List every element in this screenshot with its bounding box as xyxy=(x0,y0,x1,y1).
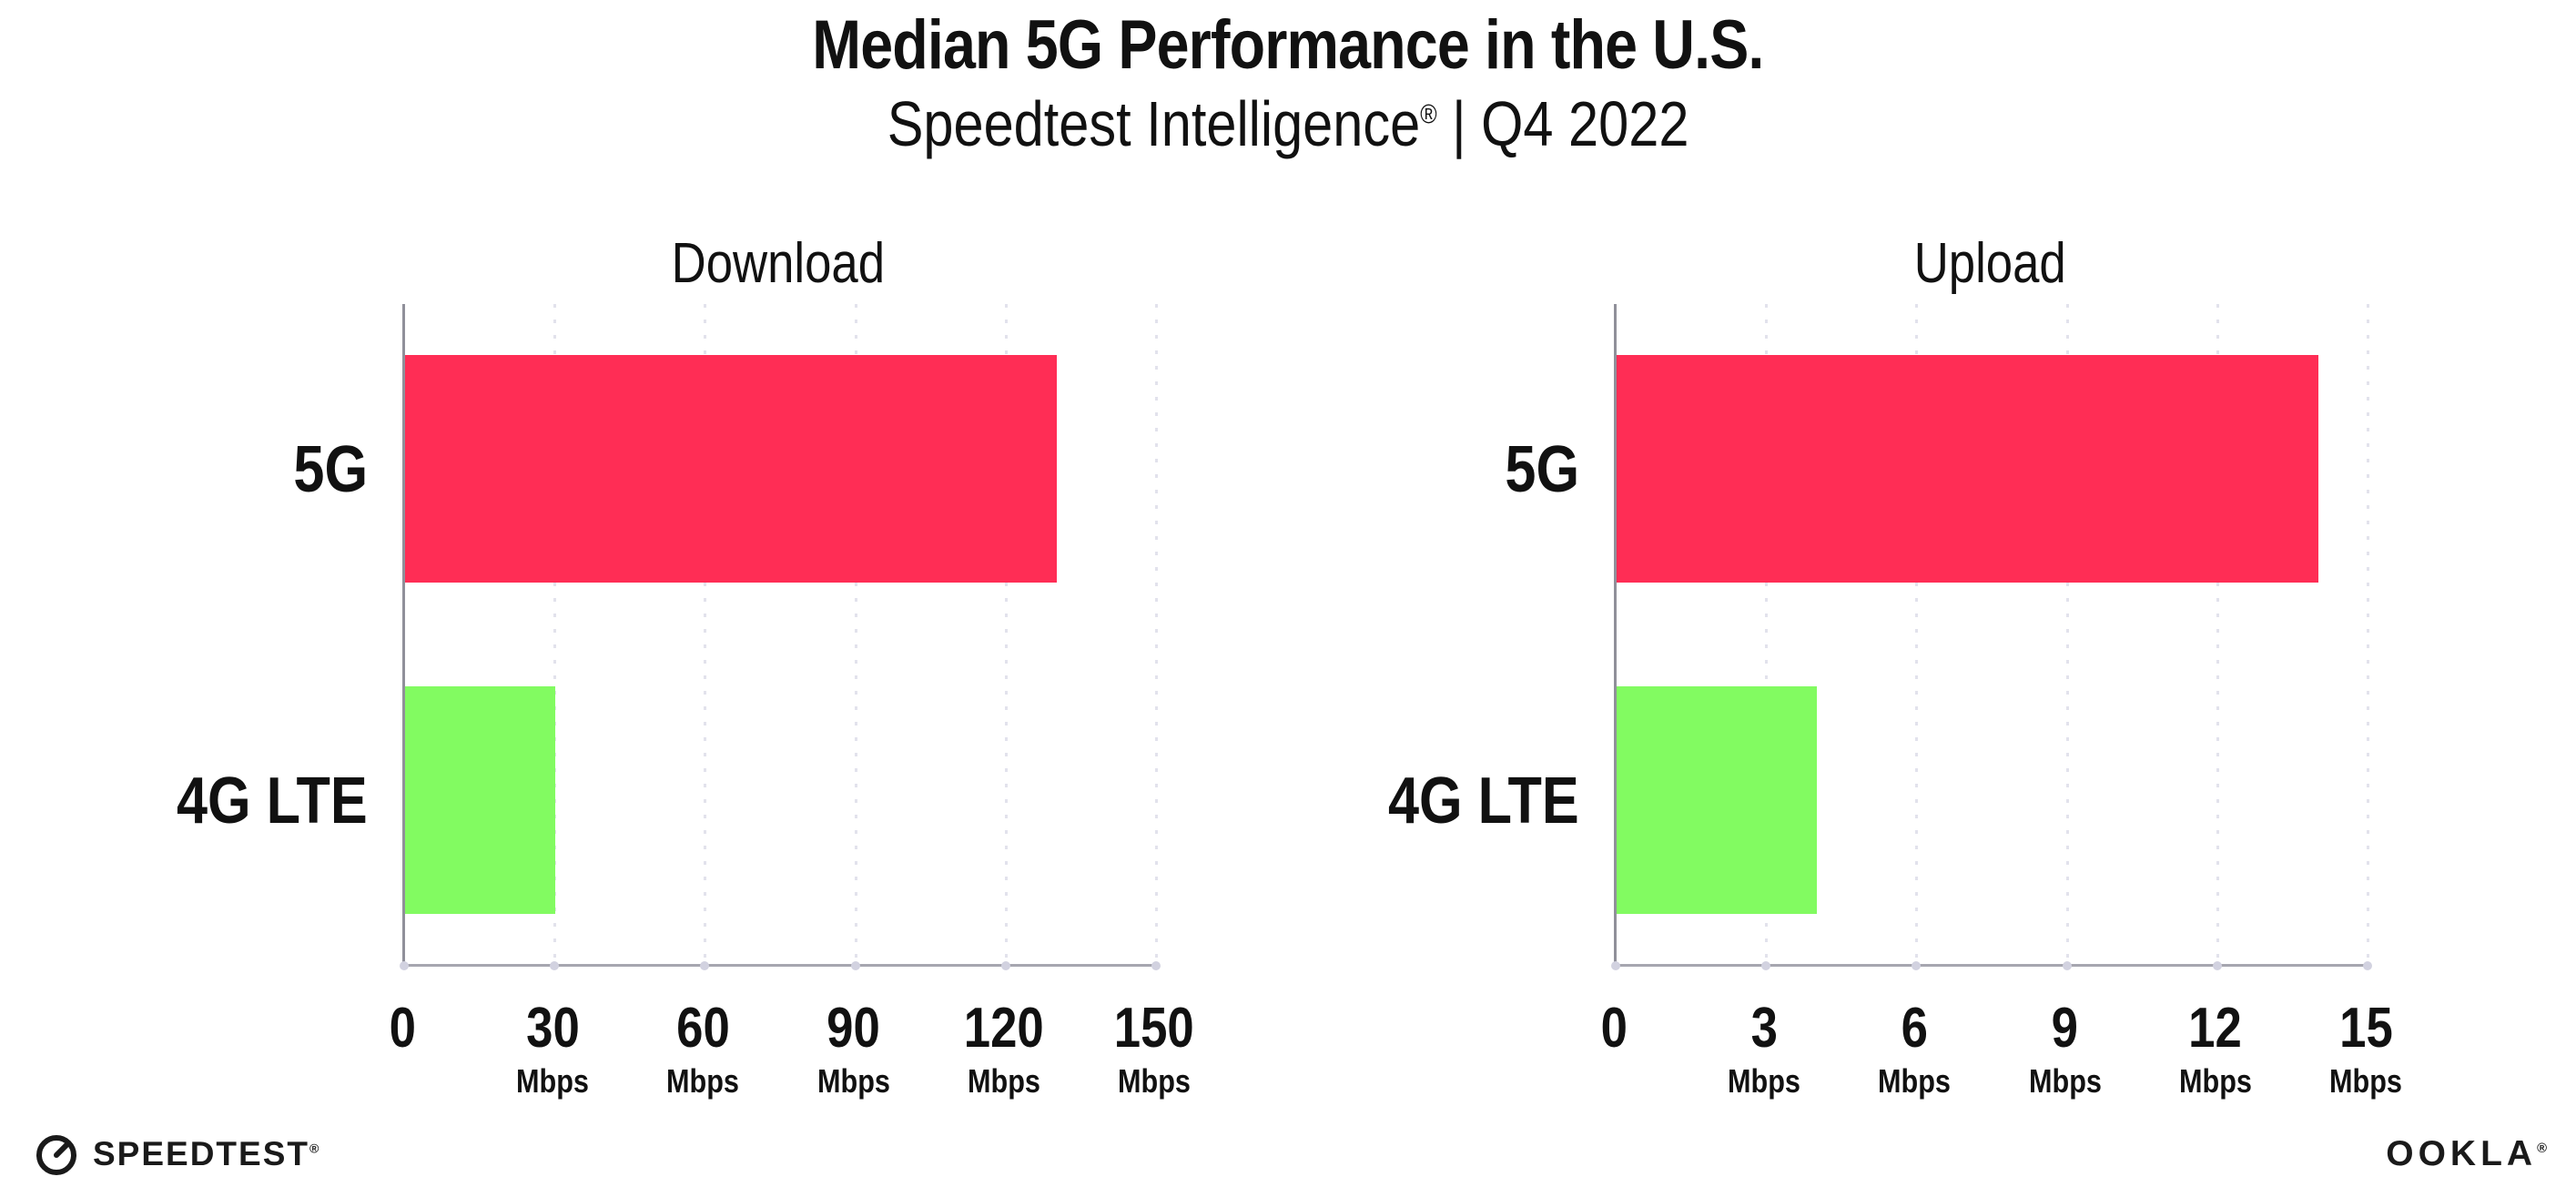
x-tick-unit: Mbps xyxy=(1118,1062,1191,1100)
page-title: Median 5G Performance in the U.S. xyxy=(0,5,2576,85)
x-tick-unit: Mbps xyxy=(666,1062,740,1100)
chart-title: Upload xyxy=(1614,231,2366,300)
registered-mark-icon: ® xyxy=(1420,99,1437,130)
x-tick: 0 xyxy=(302,999,502,1058)
x-tick-number: 9 xyxy=(2051,997,2079,1060)
plot-area xyxy=(400,304,1161,970)
axis-tick-dot xyxy=(2212,961,2222,970)
axis-tick-dot xyxy=(1151,961,1161,970)
bar-5g xyxy=(405,355,1057,583)
axis-tick-dot xyxy=(550,961,560,970)
speedtest-wordmark: SPEEDTEST® xyxy=(93,1135,321,1172)
chart-title-text: Download xyxy=(671,232,886,295)
grid-line xyxy=(1155,304,1158,967)
category-label: 4G LTE xyxy=(137,687,368,915)
x-tick-unit: Mbps xyxy=(2178,1062,2252,1100)
grid-line xyxy=(1765,304,1769,967)
chart-download: Download 5G 4G LTE 0 30 Mbps 60 Mbps 90 Mbps 120 Mb… xyxy=(137,231,1194,1151)
x-tick: 6 Mbps xyxy=(1814,999,2014,1100)
category-label: 4G LTE xyxy=(1348,687,1579,915)
category-label-text: 4G LTE xyxy=(1388,765,1579,837)
axis-tick-dot xyxy=(1611,961,1620,970)
x-tick: 90 Mbps xyxy=(754,999,954,1100)
page-subtitle-text: Speedtest Intelligence® | Q4 2022 xyxy=(887,87,1689,160)
axis-tick-dot xyxy=(1912,961,1922,970)
category-label: 5G xyxy=(1348,356,1579,583)
grid-line xyxy=(1004,304,1008,967)
x-tick-number: 60 xyxy=(676,997,730,1060)
x-tick-number: 15 xyxy=(2338,997,2393,1060)
grid-line xyxy=(2367,304,2369,967)
grid-line xyxy=(704,304,707,967)
bar-4g-lte xyxy=(1617,686,1818,914)
page-subtitle: Speedtest Intelligence® | Q4 2022 xyxy=(0,87,2576,160)
x-tick-number: 30 xyxy=(525,997,580,1060)
subtitle-brand: Speedtest Intelligence xyxy=(887,88,1421,159)
bar-5g xyxy=(1617,355,2318,583)
x-tick-number: 6 xyxy=(1901,997,1929,1060)
x-tick-number: 3 xyxy=(1750,997,1778,1060)
x-tick-unit: Mbps xyxy=(1728,1062,1801,1100)
grid-line xyxy=(553,304,557,967)
x-tick: 15 Mbps xyxy=(2266,999,2466,1100)
x-tick-number: 12 xyxy=(2188,997,2243,1060)
gauge-icon xyxy=(36,1135,76,1175)
page-title-text: Median 5G Performance in the U.S. xyxy=(812,6,1764,84)
grid-line xyxy=(1915,304,1919,967)
x-tick-unit: Mbps xyxy=(2329,1062,2402,1100)
x-tick: 150 Mbps xyxy=(1054,999,1254,1100)
axis-tick-dot xyxy=(400,961,409,970)
x-tick-number: 0 xyxy=(389,997,416,1060)
chart-upload: Upload 5G 4G LTE 0 3 Mbps 6 Mbps 9 Mbps 12 Mbps 15 Mb… xyxy=(1348,231,2402,1151)
ookla-wordmark: OOKLA® xyxy=(2386,1134,2547,1173)
speedtest-logo: SPEEDTEST® xyxy=(33,1129,320,1180)
chart-title-text: Upload xyxy=(1913,232,2066,295)
registered-mark-icon: ® xyxy=(2537,1141,2547,1156)
x-tick-unit: Mbps xyxy=(516,1062,590,1100)
axis-tick-dot xyxy=(850,961,860,970)
x-tick: 30 Mbps xyxy=(452,999,653,1100)
grid-line xyxy=(2216,304,2219,967)
x-tick: 9 Mbps xyxy=(1965,999,2165,1100)
x-tick: 3 Mbps xyxy=(1664,999,1864,1100)
x-tick-number: 120 xyxy=(963,997,1044,1060)
registered-mark-icon: ® xyxy=(309,1141,321,1156)
x-tick-unit: Mbps xyxy=(816,1062,890,1100)
x-tick-number: 150 xyxy=(1114,997,1194,1060)
x-tick: 12 Mbps xyxy=(2115,999,2316,1100)
chart-title: Download xyxy=(402,231,1154,300)
x-tick: 120 Mbps xyxy=(904,999,1104,1100)
x-tick-number: 90 xyxy=(827,997,880,1060)
subtitle-period: | Q4 2022 xyxy=(1436,88,1689,159)
axis-tick-dot xyxy=(2062,961,2072,970)
category-label-text: 5G xyxy=(1505,433,1579,506)
grid-line xyxy=(854,304,857,967)
x-tick-unit: Mbps xyxy=(1878,1062,1952,1100)
axis-tick-dot xyxy=(1761,961,1771,970)
x-tick-unit: Mbps xyxy=(967,1062,1040,1100)
x-tick-number: 0 xyxy=(1600,997,1628,1060)
x-tick-unit: Mbps xyxy=(2028,1062,2102,1100)
bar-4g-lte xyxy=(405,686,556,914)
category-label-text: 5G xyxy=(293,433,368,506)
axis-tick-dot xyxy=(700,961,710,970)
plot-area xyxy=(1611,304,2372,970)
x-tick: 0 xyxy=(1514,999,1714,1058)
category-label: 5G xyxy=(137,356,368,583)
grid-line xyxy=(2065,304,2069,967)
x-tick: 60 Mbps xyxy=(603,999,803,1100)
axis-tick-dot xyxy=(2363,961,2372,970)
axis-tick-dot xyxy=(1000,961,1010,970)
category-label-text: 4G LTE xyxy=(177,765,368,837)
